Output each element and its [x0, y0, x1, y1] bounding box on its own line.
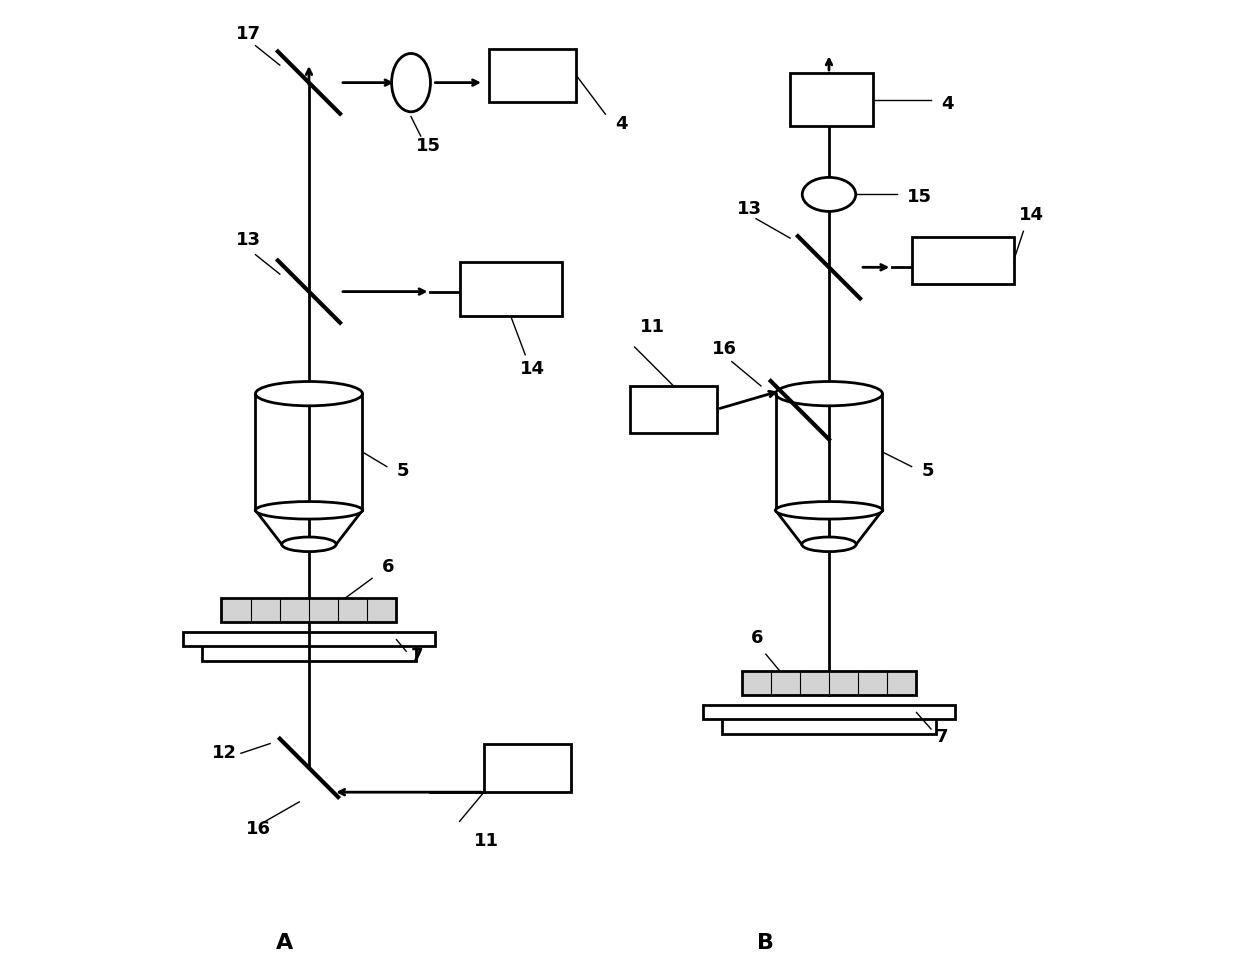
Text: 4: 4: [615, 115, 627, 133]
Bar: [722, 714, 936, 734]
Ellipse shape: [392, 53, 430, 112]
Ellipse shape: [802, 537, 856, 552]
Ellipse shape: [255, 382, 362, 406]
Text: 7: 7: [410, 647, 424, 665]
Bar: [484, 744, 572, 792]
Bar: [703, 705, 955, 719]
Bar: [790, 73, 873, 126]
Text: 16: 16: [246, 820, 270, 838]
Text: 12: 12: [212, 745, 237, 762]
Ellipse shape: [281, 537, 336, 552]
Text: 15: 15: [415, 137, 441, 155]
Bar: [460, 262, 562, 316]
Text: 11: 11: [640, 319, 665, 336]
Bar: [222, 598, 397, 622]
Text: 14: 14: [1018, 206, 1044, 224]
Ellipse shape: [255, 502, 362, 519]
Text: 11: 11: [474, 832, 500, 850]
Text: 14: 14: [521, 361, 546, 378]
Bar: [489, 49, 577, 102]
Text: 4: 4: [941, 95, 954, 114]
Bar: [742, 671, 916, 695]
Text: 6: 6: [751, 630, 764, 647]
Text: 13: 13: [236, 231, 262, 249]
Text: 13: 13: [737, 200, 761, 218]
Ellipse shape: [775, 502, 883, 519]
Text: 16: 16: [712, 340, 738, 358]
Bar: [630, 386, 717, 433]
Text: 15: 15: [906, 189, 931, 206]
Text: 5: 5: [397, 463, 409, 480]
Text: 17: 17: [236, 25, 262, 43]
Bar: [202, 642, 415, 661]
Ellipse shape: [802, 177, 856, 211]
Text: 7: 7: [936, 728, 949, 746]
Bar: [182, 632, 435, 646]
Text: 5: 5: [921, 463, 934, 480]
Text: B: B: [758, 933, 774, 953]
Text: A: A: [277, 933, 294, 953]
Text: 6: 6: [382, 558, 394, 575]
Ellipse shape: [775, 382, 883, 406]
Bar: [911, 237, 1013, 284]
